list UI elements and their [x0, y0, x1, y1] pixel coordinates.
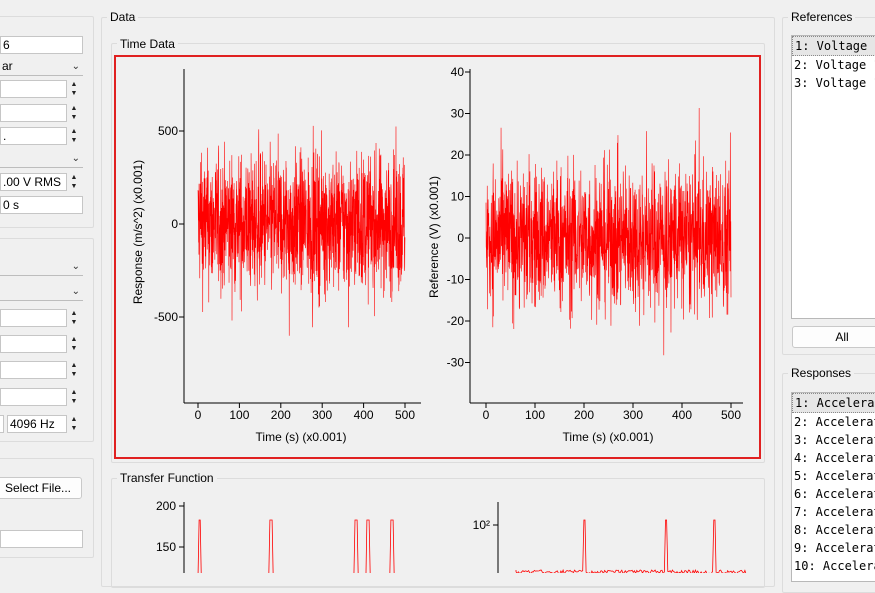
response-item[interactable]: 1: Acceleration — [792, 393, 875, 413]
reference-xtick-label: 0 — [483, 408, 490, 422]
reference-axes — [469, 69, 743, 404]
response-xtick-label: 200 — [271, 408, 291, 422]
response-ylabel: Response (m/s^2) (x0.001) — [131, 160, 145, 304]
time-data-title: Time Data — [117, 37, 178, 51]
reference-ytick-label: -10 — [447, 273, 465, 287]
references-title: References — [788, 10, 856, 24]
reference-ytick-label: 30 — [451, 107, 465, 121]
reference-xtick-label: 200 — [574, 408, 594, 422]
reference-ytick-label: 20 — [451, 148, 465, 162]
reference-xtick-label: 100 — [525, 408, 545, 422]
spin-arrows-icon[interactable]: ▲ ▼ — [70, 105, 78, 121]
spin-arrows-icon[interactable]: ▲ ▼ — [70, 362, 78, 378]
left-settings-group-2 — [0, 238, 94, 442]
left-small-field[interactable] — [0, 415, 4, 433]
response-time-plot: 500 0 -500 0 100 200 300 400 500 Response (m/s^… — [131, 69, 421, 444]
left-combo-2[interactable]: ⌄ — [0, 150, 83, 168]
left-combo-1-value: ar — [2, 59, 13, 73]
tf-phase-trace — [515, 519, 747, 573]
left-combo-3[interactable]: ⌄ — [0, 258, 83, 276]
spin-arrows-icon[interactable]: ▲ ▼ — [70, 310, 78, 326]
left-time-field[interactable]: 0 s — [0, 196, 83, 214]
select-file-button[interactable]: Select File... — [0, 477, 82, 499]
reference-trace — [485, 107, 732, 356]
response-item[interactable]: 6: Acceleration — [794, 487, 875, 501]
reference-xtick-label: 400 — [672, 408, 692, 422]
spin-arrows-icon[interactable]: ▲ ▼ — [70, 336, 78, 352]
time-data-plots-frame[interactable] — [114, 55, 761, 459]
responses-title: Responses — [788, 366, 855, 380]
chevron-down-icon: ⌄ — [71, 61, 80, 72]
left-spin-field-7[interactable] — [0, 388, 67, 406]
response-axes — [183, 69, 421, 404]
left-spin-field-2[interactable] — [0, 104, 67, 122]
sample-rate-field[interactable]: 4096 Hz — [7, 415, 67, 433]
data-group-title: Data — [107, 10, 139, 24]
reference-item[interactable]: 1: Voltage 100 — [792, 36, 875, 56]
reference-ytick-label: 40 — [451, 65, 465, 79]
response-ytick-label: 0 — [171, 217, 178, 231]
response-item[interactable]: 8: Acceleration — [794, 523, 875, 537]
left-amplitude-field[interactable]: .00 V RMS — [0, 173, 67, 191]
tf-magnitude-trace — [197, 519, 395, 573]
tf-right-ytick: 10² — [473, 518, 490, 532]
spin-arrows-icon[interactable]: ▲ ▼ — [70, 128, 78, 144]
chevron-down-icon: ⌄ — [71, 153, 80, 164]
spin-arrows-icon[interactable]: ▲ ▼ — [70, 389, 78, 405]
left-spin-field-5[interactable] — [0, 335, 67, 353]
spin-arrows-icon[interactable]: ▲ ▼ — [70, 416, 78, 432]
reference-ylabel: Reference (V) (x0.001) — [427, 176, 441, 298]
reference-ytick-label: -30 — [447, 356, 465, 370]
response-item[interactable]: 7: Acceleration — [794, 505, 875, 519]
left-combo-1[interactable]: ar ⌄ — [0, 58, 83, 76]
responses-list[interactable]: 1: Acceleration 2: Acceleration 3: Accel… — [791, 392, 875, 582]
left-spin-field-4[interactable] — [0, 309, 67, 327]
references-all-button[interactable]: All — [792, 326, 875, 348]
left-spin-field-6[interactable] — [0, 361, 67, 379]
file-path-field[interactable] — [0, 530, 83, 548]
response-xlabel: Time (s) (x0.001) — [256, 430, 347, 444]
response-ytick-label: -500 — [154, 310, 178, 324]
transfer-function-plots: 200 150 10² — [156, 499, 747, 573]
left-file-group — [0, 458, 94, 558]
response-item[interactable]: 2: Acceleration — [794, 415, 875, 429]
spin-arrows-icon[interactable]: ▲ ▼ — [70, 81, 78, 97]
response-xtick-label: 100 — [229, 408, 249, 422]
tf-ytick-150: 150 — [156, 540, 176, 554]
response-ytick-label: 500 — [158, 124, 178, 138]
response-xtick-label: 300 — [312, 408, 332, 422]
reference-ytick-label: -20 — [447, 314, 465, 328]
response-item[interactable]: 10: Acceleration — [794, 559, 875, 573]
response-item[interactable]: 5: Acceleration — [794, 469, 875, 483]
response-item[interactable]: 3: Acceleration — [794, 433, 875, 447]
left-spin-field-3[interactable]: . — [0, 127, 67, 145]
response-xtick-label: 500 — [395, 408, 415, 422]
reference-xlabel: Time (s) (x0.001) — [563, 430, 654, 444]
left-field-1[interactable]: 6 — [0, 36, 83, 54]
left-combo-4[interactable]: ⌄ — [0, 283, 83, 301]
transfer-function-title: Transfer Function — [117, 471, 217, 485]
response-xtick-label: 0 — [195, 408, 202, 422]
reference-xtick-label: 500 — [721, 408, 741, 422]
left-settings-group — [0, 16, 94, 228]
response-xtick-label: 400 — [354, 408, 374, 422]
spin-arrows-icon[interactable]: ▲ ▼ — [70, 174, 78, 190]
left-spin-field-3-value: . — [3, 129, 7, 143]
time-data-group — [111, 43, 765, 463]
reference-ytick-label: 0 — [457, 231, 464, 245]
reference-ytick-label: 10 — [451, 190, 465, 204]
references-list[interactable]: 1: Voltage 100 2: Voltage 100 3: Voltage… — [791, 35, 875, 319]
response-item[interactable]: 4: Acceleration — [794, 451, 875, 465]
response-item[interactable]: 9: Acceleration — [794, 541, 875, 555]
tf-ytick-200: 200 — [156, 499, 176, 513]
reference-xtick-label: 300 — [623, 408, 643, 422]
left-spin-field-1[interactable] — [0, 80, 67, 98]
chevron-down-icon: ⌄ — [71, 261, 80, 272]
chevron-down-icon: ⌄ — [71, 286, 80, 297]
reference-item[interactable]: 3: Voltage 100 — [794, 76, 875, 90]
reference-item[interactable]: 2: Voltage 100 — [794, 58, 875, 72]
response-trace — [197, 125, 406, 336]
